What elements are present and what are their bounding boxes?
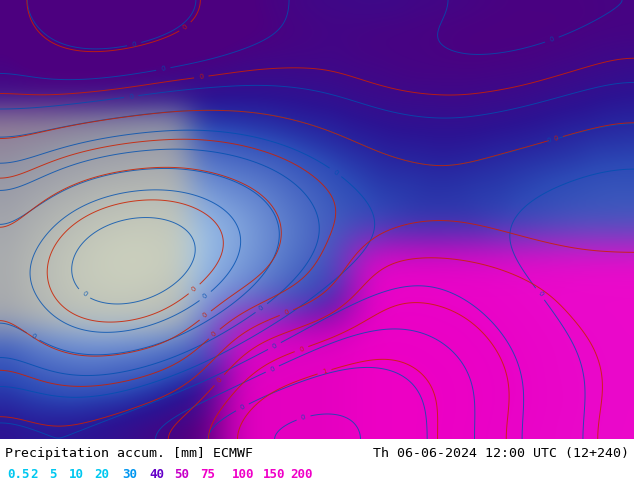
- Text: 0: 0: [269, 366, 276, 373]
- Text: 0: 0: [202, 293, 209, 300]
- Text: 30: 30: [122, 468, 138, 481]
- Text: 20: 20: [94, 468, 109, 481]
- Text: 40: 40: [149, 468, 164, 481]
- Text: 100: 100: [232, 468, 254, 481]
- Text: 0: 0: [198, 74, 204, 80]
- Text: Precipitation accum. [mm] ECMWF: Precipitation accum. [mm] ECMWF: [5, 447, 253, 460]
- Text: 0: 0: [129, 93, 134, 100]
- Text: 0: 0: [191, 285, 198, 293]
- Text: 200: 200: [290, 468, 313, 481]
- Text: 0: 0: [549, 36, 555, 43]
- Text: 0: 0: [258, 304, 265, 312]
- Text: 0: 0: [160, 66, 166, 73]
- Text: 0: 0: [30, 333, 37, 341]
- Text: 0: 0: [182, 23, 189, 30]
- Text: 0: 0: [239, 404, 246, 411]
- Text: 5: 5: [49, 468, 57, 481]
- Text: 150: 150: [262, 468, 285, 481]
- Text: 1: 1: [321, 368, 328, 375]
- Text: 0: 0: [283, 309, 290, 316]
- Text: 0: 0: [216, 376, 223, 384]
- Text: 0: 0: [271, 343, 278, 350]
- Text: 10: 10: [68, 468, 84, 481]
- Text: 50: 50: [174, 468, 189, 481]
- Text: 0.5: 0.5: [8, 468, 30, 481]
- Text: 0: 0: [332, 169, 339, 176]
- Text: 0: 0: [299, 345, 304, 353]
- Text: 2: 2: [30, 468, 38, 481]
- Text: 0: 0: [546, 137, 552, 145]
- Text: 0: 0: [553, 135, 559, 142]
- Text: 0: 0: [536, 291, 544, 297]
- Text: 0: 0: [131, 41, 137, 48]
- Text: 0: 0: [210, 330, 218, 338]
- Text: 0: 0: [81, 290, 87, 298]
- Text: Th 06-06-2024 12:00 UTC (12+240): Th 06-06-2024 12:00 UTC (12+240): [373, 447, 629, 460]
- Text: 0: 0: [301, 414, 306, 421]
- Text: 0: 0: [202, 312, 209, 319]
- Text: 75: 75: [200, 468, 216, 481]
